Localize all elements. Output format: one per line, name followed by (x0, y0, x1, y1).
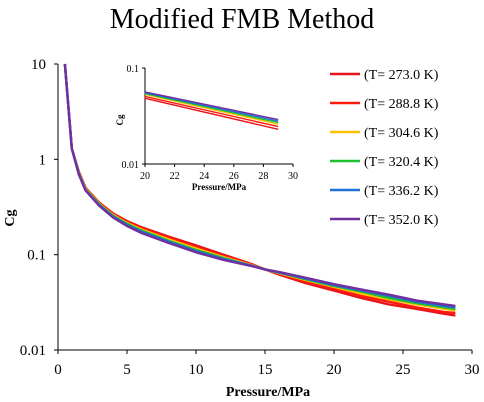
chart-title: Modified FMB Method (110, 4, 374, 35)
inset-series-line (144, 92, 279, 122)
inset-y-tick-label: 0.01 (122, 160, 140, 171)
y-tick-label: 10 (31, 57, 46, 73)
inset-x-tick-label: 26 (229, 171, 239, 182)
main-axis-ticks: 0 5 10 15 20 25 30 0.01 0.1 1 10 (20, 57, 480, 378)
inset-y-axis-label: Cg (115, 114, 125, 125)
inset-plot: 20 22 24 26 28 30 0.01 0.1 Pressure/MPa Cg (115, 64, 298, 192)
inset-series-lines (144, 91, 279, 130)
inset-y-tick-label: 0.1 (127, 64, 140, 75)
y-tick-label: 1 (39, 152, 47, 168)
inset-x-tick-label: 20 (140, 171, 150, 182)
legend-entry: (T= 273.0 K) (364, 68, 439, 83)
legend-entry: (T= 352.0 K) (364, 213, 439, 228)
y-tick-label: 0.01 (20, 343, 46, 359)
legend-entry: (T= 320.4 K) (364, 155, 439, 170)
legend: (T= 273.0 K) (T= 288.8 K) (T= 304.6 K) (T= … (330, 68, 439, 228)
x-tick-label: 15 (258, 362, 273, 378)
x-tick-label: 10 (189, 362, 204, 378)
inset-series-line (144, 97, 279, 130)
main-series-lines (63, 63, 456, 317)
inset-axis-ticks: 20 22 24 26 28 30 0.01 0.1 (122, 64, 299, 182)
series-line (63, 63, 456, 308)
inset-series-line (144, 93, 279, 125)
x-tick-label: 20 (327, 362, 342, 378)
inset-x-tick-label: 24 (199, 171, 209, 182)
inset-x-tick-label: 22 (170, 171, 180, 182)
x-tick-label: 30 (465, 362, 480, 378)
inset-series-line (144, 95, 279, 128)
legend-entry: (T= 304.6 K) (364, 126, 439, 141)
legend-entry: (T= 288.8 K) (364, 97, 439, 112)
legend-entry: (T= 336.2 K) (364, 184, 439, 199)
inset-series-line (144, 93, 279, 124)
inset-x-tick-label: 30 (288, 171, 298, 182)
x-axis-label: Pressure/MPa (226, 385, 310, 400)
x-tick-label: 25 (396, 362, 411, 378)
inset-series-line (144, 91, 279, 121)
x-tick-label: 0 (54, 362, 62, 378)
y-axis-label: Cg (3, 209, 18, 226)
inset-x-tick-label: 28 (258, 171, 268, 182)
x-tick-label: 5 (123, 362, 131, 378)
y-tick-label: 0.1 (27, 248, 46, 264)
inset-frame (144, 68, 293, 165)
inset-x-axis-label: Pressure/MPa (192, 182, 247, 192)
